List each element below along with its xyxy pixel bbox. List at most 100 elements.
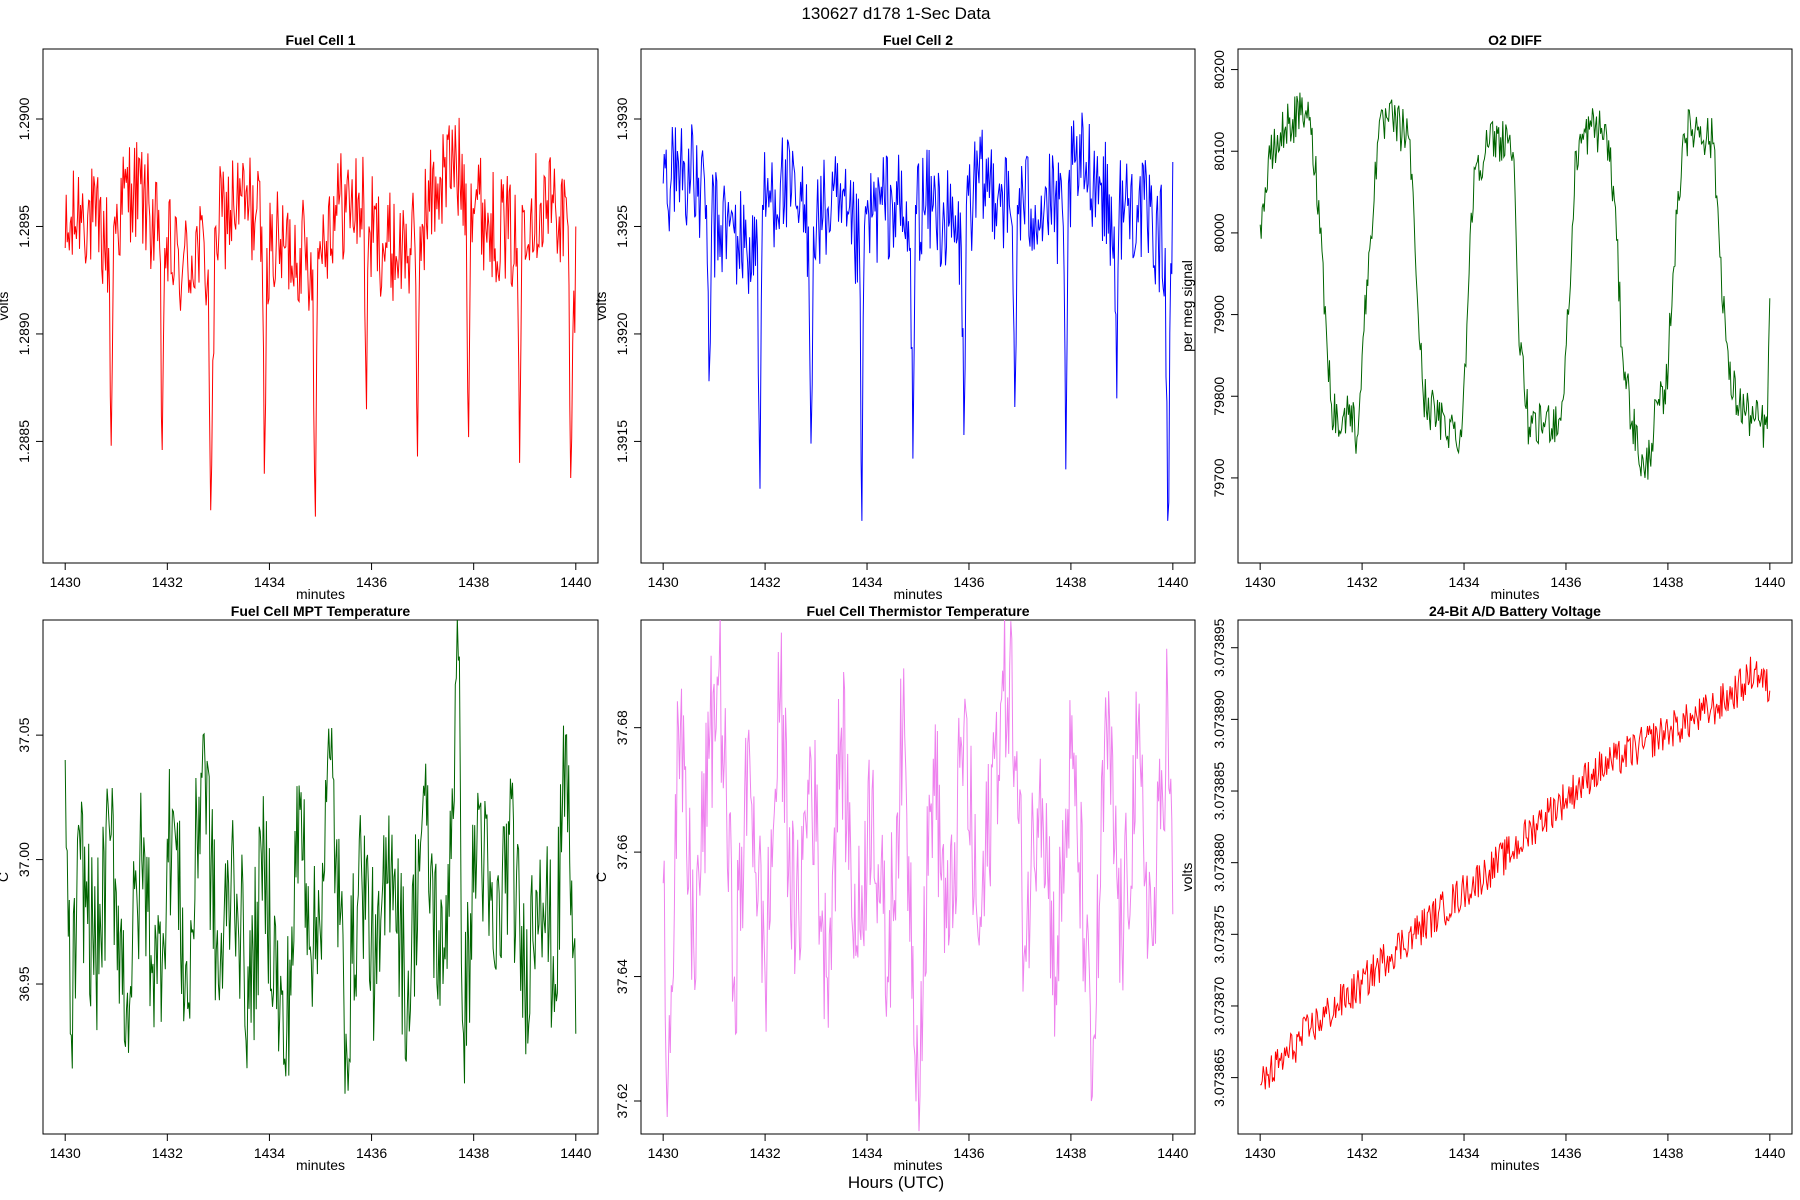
plot-frame [42, 619, 599, 1135]
series-line-1 [64, 620, 577, 1094]
y-tick-label: 3.073890 [1211, 690, 1227, 749]
plot-frame [1237, 48, 1793, 564]
x-tick-label: 1438 [458, 574, 489, 590]
x-axis: 1430 1432 1434 1436 1438 1440 [648, 1133, 1189, 1161]
series-line-1 [1259, 92, 1771, 480]
series-line-1 [662, 620, 1174, 1132]
y-axis: 1.2885 1.2890 1.2895 1.2900 [16, 97, 44, 463]
x-tick-label: 1438 [1652, 1145, 1683, 1161]
x-tick-label: 1440 [1157, 1145, 1188, 1161]
y-tick-label: 3.073880 [1211, 833, 1227, 892]
x-axis: 1430 1432 1434 1436 1438 1440 [1245, 1133, 1786, 1161]
y-tick-label: 80200 [1211, 50, 1227, 89]
y-tick-label: 37.00 [16, 842, 32, 877]
chart-panel-3: O2 DIFF 1430 1432 1434 1436 1438 1440 minutes 79… [1179, 32, 1793, 602]
x-tick-label: 1440 [560, 574, 591, 590]
y-tick-label: 80100 [1211, 132, 1227, 171]
series-line-1 [1260, 656, 1771, 1090]
y-tick-label: 37.68 [614, 710, 630, 745]
x-tick-label: 1430 [1245, 574, 1276, 590]
y-tick-label: 1.2900 [16, 97, 32, 140]
plot-frame [640, 48, 1196, 564]
x-tick-label: 1438 [1055, 1145, 1086, 1161]
x-tick-label: 1434 [254, 574, 285, 590]
panel-title: Fuel Cell 1 [285, 32, 355, 48]
x-tick-label: 1436 [1550, 574, 1581, 590]
x-tick-label: 1436 [953, 574, 984, 590]
y-tick-label: 37.62 [614, 1083, 630, 1118]
x-tick-label: 1436 [953, 1145, 984, 1161]
x-tick-label: 1434 [851, 1145, 882, 1161]
y-tick-label: 80000 [1211, 213, 1227, 252]
x-axis: 1430 1432 1434 1436 1438 1440 [50, 562, 592, 590]
panel-title: Fuel Cell Thermistor Temperature [806, 603, 1029, 619]
x-tick-label: 1440 [1157, 574, 1188, 590]
y-tick-label: 36.95 [16, 966, 32, 1001]
x-tick-label: 1438 [458, 1145, 489, 1161]
y-tick-label: 37.64 [614, 959, 630, 994]
y-axis-label: volts [593, 292, 609, 321]
x-tick-label: 1436 [1550, 1145, 1581, 1161]
x-tick-label: 1432 [1347, 1145, 1378, 1161]
x-axis: 1430 1432 1434 1436 1438 1440 [1245, 562, 1786, 590]
y-tick-label: 1.3930 [614, 97, 630, 140]
x-tick-label: 1432 [750, 574, 781, 590]
y-tick-label: 3.073870 [1211, 977, 1227, 1036]
x-tick-label: 1430 [1245, 1145, 1276, 1161]
figure-x-axis-label: Hours (UTC) [848, 1173, 944, 1192]
x-tick-label: 1432 [1347, 574, 1378, 590]
y-tick-label: 1.2895 [16, 205, 32, 248]
x-axis-label: minutes [1490, 1157, 1539, 1173]
x-tick-label: 1432 [750, 1145, 781, 1161]
x-tick-label: 1440 [1754, 1145, 1785, 1161]
y-tick-label: 79700 [1211, 458, 1227, 497]
y-tick-label: 3.073865 [1211, 1048, 1227, 1107]
x-axis-label: minutes [296, 586, 345, 602]
y-tick-label: 3.073885 [1211, 762, 1227, 821]
y-tick-label: 1.2890 [16, 312, 32, 355]
chart-panel-5: Fuel Cell Thermistor Temperature 1430 1432… [593, 603, 1196, 1173]
x-axis-label: minutes [1490, 586, 1539, 602]
plot-frame [42, 48, 599, 564]
y-tick-label: 79900 [1211, 295, 1227, 334]
x-tick-label: 1440 [1754, 574, 1785, 590]
y-axis-label: C [0, 872, 11, 882]
chart-panel-2: Fuel Cell 2 1430 1432 1434 1436 1438 1440 minut… [593, 32, 1196, 602]
y-tick-label: 1.3925 [614, 205, 630, 248]
series-line-1 [662, 112, 1174, 521]
plot-frame [1237, 619, 1793, 1135]
y-tick-label: 79800 [1211, 377, 1227, 416]
x-tick-label: 1436 [356, 574, 387, 590]
x-tick-label: 1432 [152, 1145, 183, 1161]
panel-title: O2 DIFF [1488, 32, 1542, 48]
x-tick-label: 1430 [50, 574, 81, 590]
chart-panels: Fuel Cell 1 1430 1432 1434 1436 1438 1440 minut… [0, 32, 1793, 1173]
x-tick-label: 1430 [648, 1145, 679, 1161]
panel-title: 24-Bit A/D Battery Voltage [1429, 603, 1601, 619]
y-tick-label: 3.073895 [1211, 618, 1227, 677]
x-tick-label: 1430 [50, 1145, 81, 1161]
y-tick-label: 37.05 [16, 717, 32, 752]
x-tick-label: 1438 [1652, 574, 1683, 590]
y-tick-label: 3.073875 [1211, 905, 1227, 964]
x-axis: 1430 1432 1434 1436 1438 1440 [50, 1133, 592, 1161]
y-tick-label: 1.3920 [614, 312, 630, 355]
y-axis: 36.95 37.00 37.05 [16, 717, 44, 1002]
x-axis-label: minutes [893, 1157, 942, 1173]
x-tick-label: 1438 [1055, 574, 1086, 590]
x-tick-label: 1434 [1448, 1145, 1479, 1161]
y-axis: 79700 79800 79900 80000 80100 80200 [1211, 50, 1239, 497]
y-axis-label: per meg signal [1179, 260, 1195, 352]
x-tick-label: 1430 [648, 574, 679, 590]
y-axis: 3.073865 3.073870 3.073875 3.073880 3.073885… [1211, 618, 1239, 1107]
y-tick-label: 37.66 [614, 834, 630, 869]
x-axis: 1430 1432 1434 1436 1438 1440 [648, 562, 1189, 590]
y-axis: 37.62 37.64 37.66 37.68 [614, 710, 642, 1119]
y-tick-label: 1.3915 [614, 420, 630, 463]
panel-title: Fuel Cell 2 [883, 32, 953, 48]
x-tick-label: 1436 [356, 1145, 387, 1161]
figure-title: 130627 d178 1-Sec Data [801, 4, 991, 23]
